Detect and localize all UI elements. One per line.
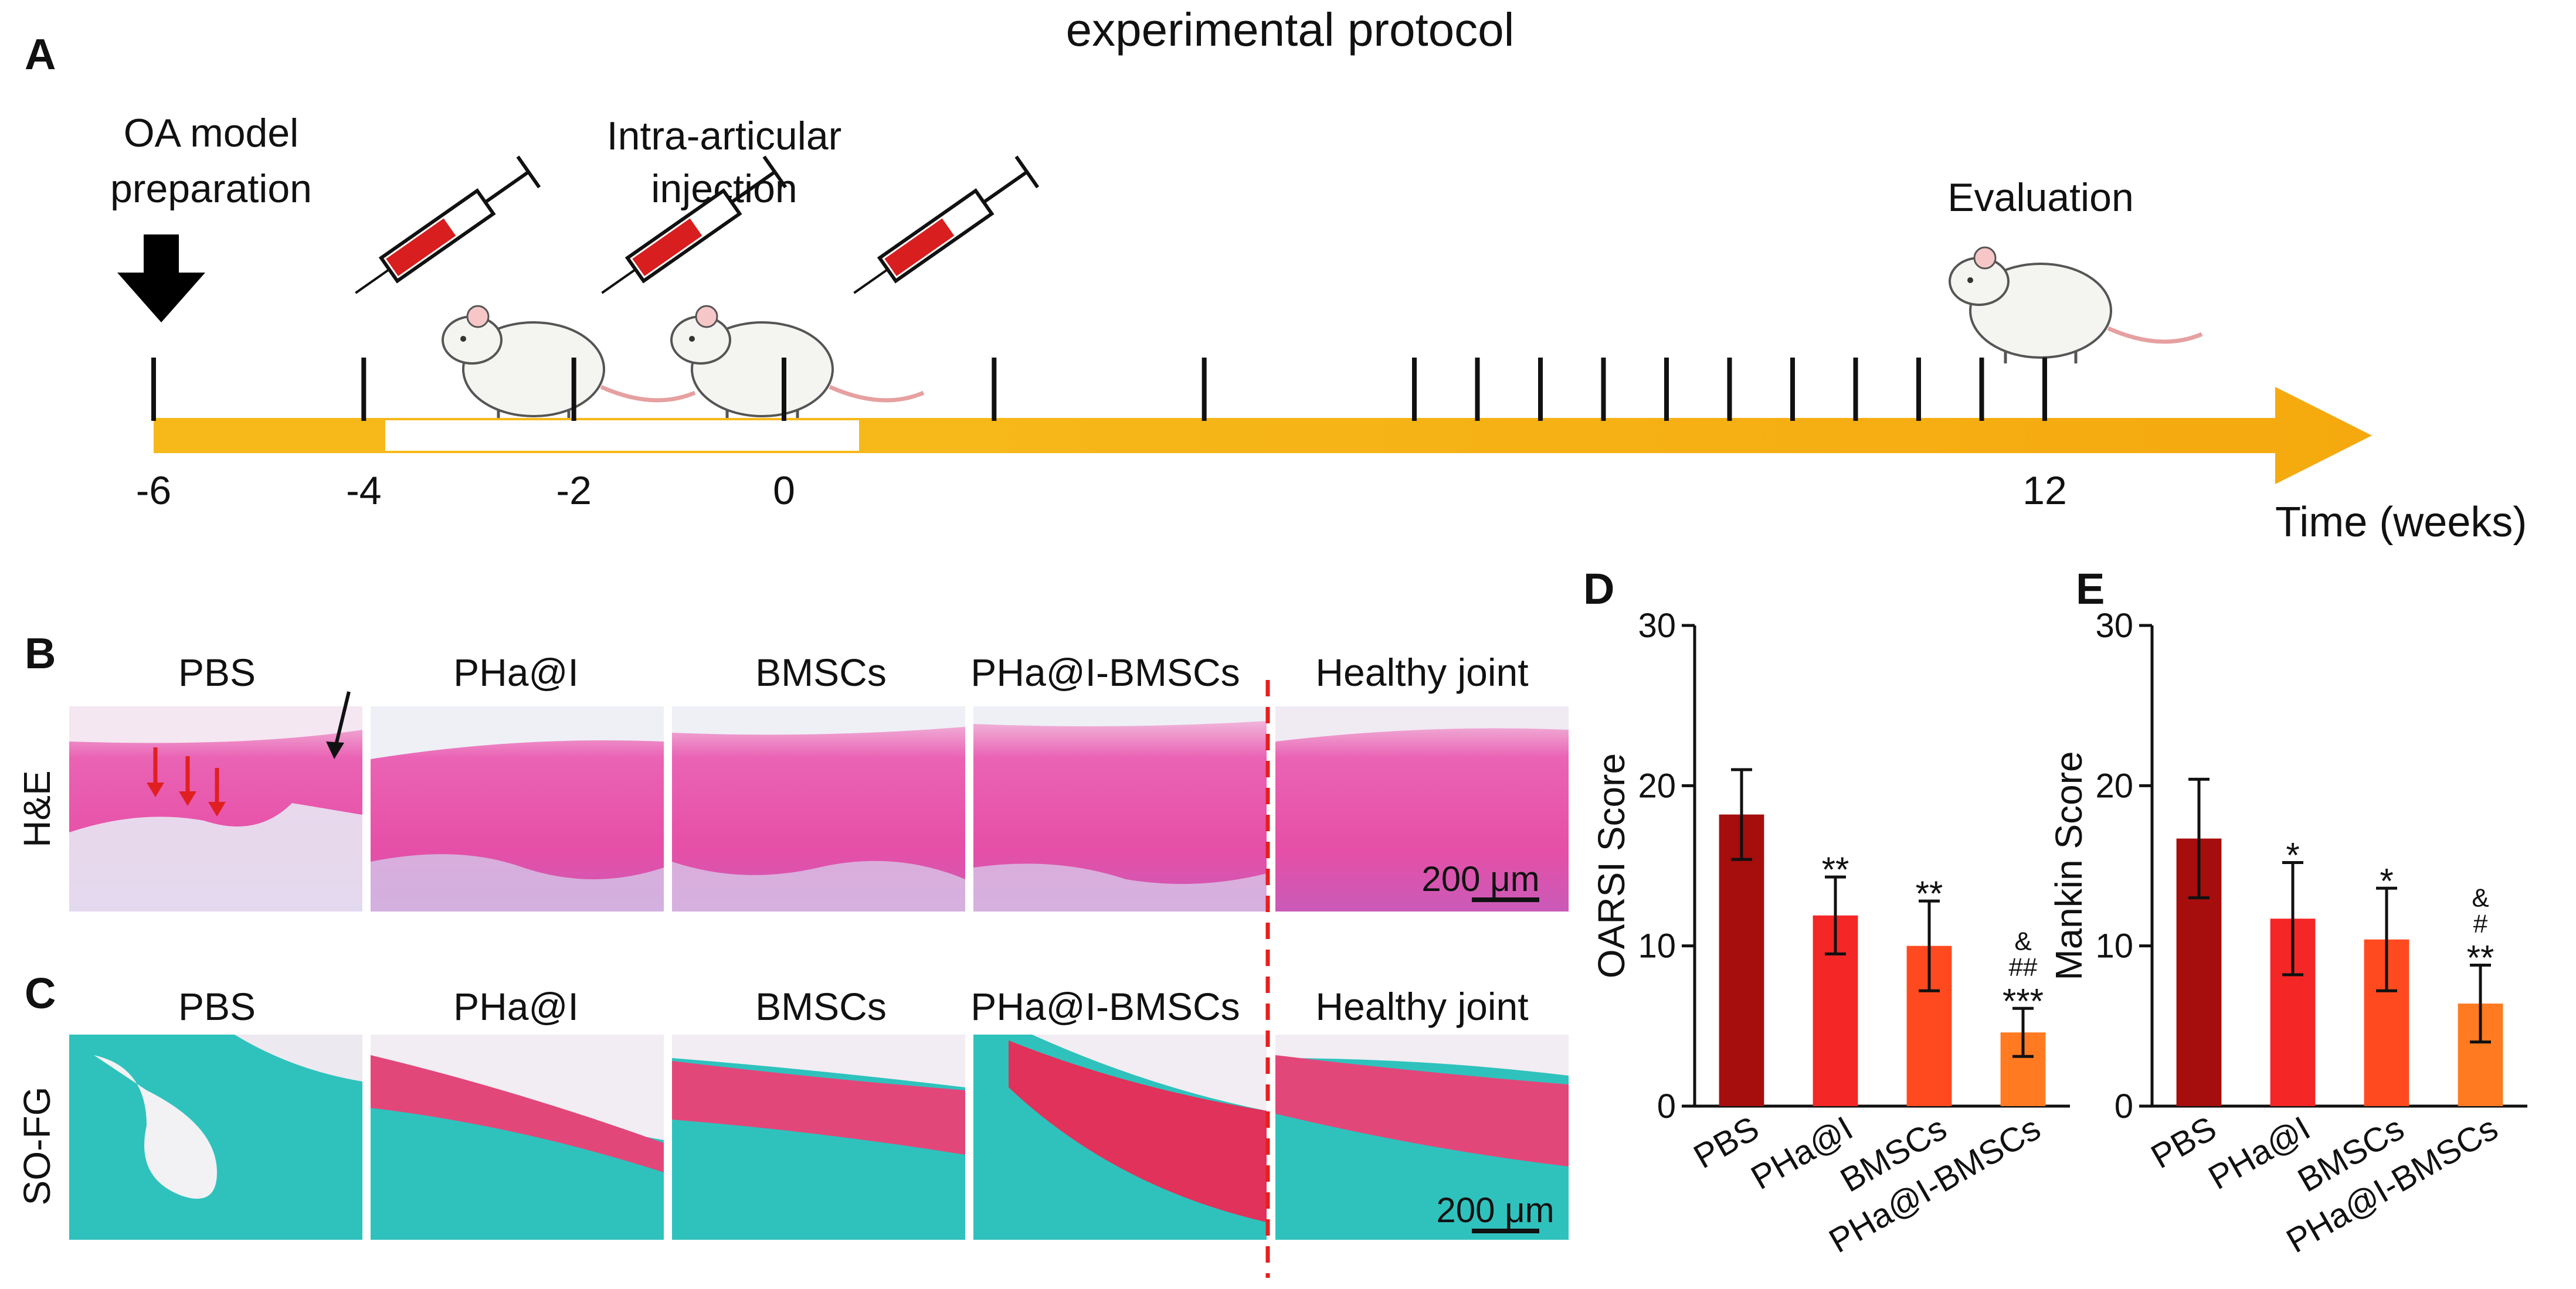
timeline-arrow — [860, 387, 2372, 484]
panel-label-a: A — [25, 30, 56, 79]
timeline-tick-label: -6 — [136, 468, 171, 513]
he-image-pha-i — [371, 706, 664, 912]
rat-icon — [442, 305, 696, 422]
y-tick-label: 10 — [1638, 927, 1676, 965]
panel-label-c: C — [25, 969, 56, 1018]
group-label: PBS — [178, 651, 256, 694]
timeline-ticks — [151, 358, 2047, 421]
significance-label: * — [2286, 836, 2299, 875]
timeline-tick-label: 0 — [773, 468, 795, 513]
timeline-tick-label: 12 — [2022, 468, 2067, 513]
bar — [1719, 814, 1764, 1106]
x-tick-label: PHa@I — [1745, 1109, 1859, 1197]
significance-label: # — [2473, 909, 2488, 938]
timeline-segment-model — [154, 418, 384, 453]
timeline-tick-label: -4 — [346, 468, 381, 513]
sofg-image-healthy — [1275, 1035, 1569, 1240]
red-arrow-icon — [208, 802, 226, 817]
scale-bar-label: 200 μm — [1421, 859, 1539, 899]
syringe-icon — [853, 155, 1040, 294]
timeline-segment-injection — [383, 418, 861, 453]
y-tick-label: 0 — [1657, 1087, 1676, 1125]
sofg-image-pha-i-bmscs — [973, 1035, 1267, 1240]
red-arrow-icon — [179, 791, 196, 806]
group-label: PHa@I — [453, 651, 579, 694]
significance-label: ** — [2467, 938, 2494, 977]
significance-label: ## — [2009, 953, 2038, 981]
rat-icon — [1949, 246, 2203, 363]
panel-label-d: D — [1583, 564, 1614, 613]
row-label-he: H&E — [16, 770, 58, 848]
rat-icon — [670, 305, 925, 422]
significance-label: *** — [2003, 981, 2044, 1021]
y-tick-label: 30 — [2095, 607, 2133, 645]
step-model-line2: preparation — [110, 166, 312, 211]
y-tick-label: 10 — [2095, 927, 2133, 965]
group-label: PHa@I — [453, 985, 579, 1028]
time-axis-label: Time (weeks) — [2275, 499, 2527, 546]
down-arrow-icon — [117, 234, 205, 322]
y-axis-label: Mankin Score — [2048, 751, 2090, 980]
significance-label: ** — [1822, 850, 1849, 889]
group-label: Healthy joint — [1315, 651, 1528, 694]
syringe-icon — [355, 155, 541, 294]
scale-bar-label: 200 μm — [1436, 1191, 1554, 1230]
he-image-pha-i-bmscs — [973, 706, 1267, 912]
red-arrow-icon — [147, 783, 164, 797]
step-injection-line1: Intra-articular — [607, 114, 842, 158]
significance-label: & — [2014, 927, 2031, 955]
y-tick-label: 30 — [1638, 607, 1676, 645]
x-tick-label: PHa@I — [2202, 1109, 2316, 1197]
he-image-pbs — [69, 706, 362, 912]
he-image-bmscs — [672, 706, 965, 912]
timeline-tick-label: -2 — [556, 468, 591, 513]
y-axis-label: OARSI Score — [1590, 753, 1633, 978]
protocol-title: experimental protocol — [1066, 4, 1515, 56]
significance-label: ** — [1916, 874, 1943, 913]
black-arrow-icon — [326, 742, 344, 759]
sofg-image-pha-i — [371, 1035, 664, 1240]
step-evaluation: Evaluation — [1947, 175, 2134, 220]
sofg-image-pbs — [69, 1035, 362, 1240]
step-model-line1: OA model — [124, 111, 299, 155]
y-tick-label: 20 — [2095, 767, 2133, 805]
black-arrow-icon — [334, 691, 351, 748]
he-image-healthy — [1275, 706, 1569, 912]
group-label: BMSCs — [755, 651, 887, 694]
group-label: Healthy joint — [1315, 985, 1528, 1028]
group-label: PHa@I-BMSCs — [970, 651, 1240, 694]
y-tick-label: 0 — [2115, 1087, 2133, 1125]
sofg-image-bmscs — [672, 1035, 965, 1240]
syringe-icon — [601, 155, 788, 294]
panel-label-e: E — [2076, 564, 2105, 613]
timeline-labels: -6 -4 -2 0 12 — [136, 468, 2067, 513]
group-label: BMSCs — [755, 985, 887, 1028]
group-label: PHa@I-BMSCs — [970, 985, 1240, 1028]
group-label: PBS — [178, 985, 256, 1028]
significance-label: & — [2472, 883, 2489, 912]
significance-label: * — [2380, 861, 2393, 900]
row-label-sofg: SO-FG — [16, 1087, 58, 1206]
panel-label-b: B — [25, 629, 56, 678]
y-tick-label: 20 — [1638, 767, 1676, 805]
